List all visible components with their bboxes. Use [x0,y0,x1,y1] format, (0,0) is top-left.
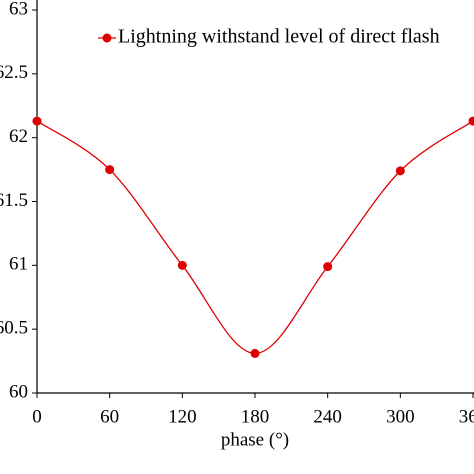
x-tick-label: 120 [168,406,197,427]
y-tick-label: 60 [9,381,28,402]
point [32,116,42,126]
point [323,262,333,272]
y-tick-label: 63 [9,0,28,19]
point [177,260,187,270]
legend-label: Lightning withstand level of direct flas… [118,26,440,48]
x-tick-label: 240 [313,406,342,427]
x-axis-label: phase (°) [221,429,289,450]
y-tick-label: 62.5 [0,62,28,83]
x-tick-label: 180 [241,406,270,427]
line [36,120,474,355]
x-tick-label: 360 [459,406,474,427]
point [250,348,260,358]
x-tick-label: 60 [100,406,119,427]
point [468,116,474,126]
y-tick-label: 60.5 [0,318,28,339]
y-tick-label: 62 [9,126,28,147]
y-tick-label: 61 [9,254,28,275]
point [105,165,115,175]
point [395,166,405,176]
y-tick-label: 61.5 [0,190,28,211]
legend-marker [102,33,112,43]
x-tick-label: 0 [32,406,42,427]
x-tick-label: 300 [386,406,415,427]
